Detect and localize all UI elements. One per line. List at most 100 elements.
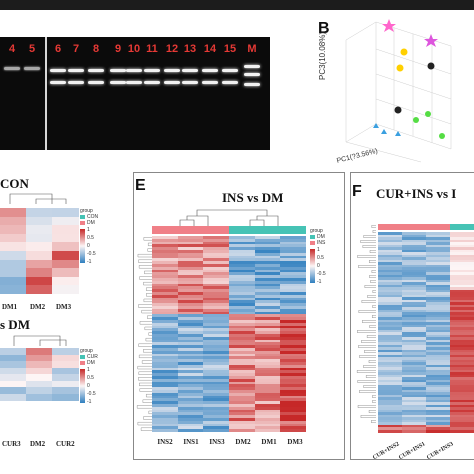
heatmap-c-title: CON (0, 176, 29, 191)
heatmap-cell (402, 267, 427, 270)
heatmap-cell (280, 252, 307, 257)
heatmap-cell (280, 275, 307, 279)
heatmap-cell (280, 320, 307, 324)
gel-band (244, 65, 260, 68)
heatmap-cell (254, 264, 281, 268)
heatmap-cell (26, 367, 53, 375)
heatmap-cell (152, 373, 179, 377)
heatmap-cell (254, 258, 281, 262)
heatmap-cell (203, 356, 230, 360)
heatmap-cell (402, 382, 427, 385)
heatmap-cell (152, 294, 179, 299)
heatmap-cell (152, 283, 179, 287)
heatmap-cell (203, 353, 230, 357)
heatmap-cell (378, 332, 403, 335)
heatmap-cell (378, 299, 403, 303)
heatmap-cell (402, 349, 427, 353)
dendrogram-branch (372, 395, 376, 398)
heatmap-cell (402, 297, 427, 300)
heatmap-cell (177, 247, 204, 251)
gel-lane-label: 7 (72, 43, 80, 55)
dendrogram-branch (143, 282, 152, 286)
heatmap-cell (402, 257, 427, 260)
heatmap-cell (378, 412, 403, 415)
heatmap-cell (229, 356, 256, 360)
heatmap-cell (426, 329, 451, 333)
heatmap-cell (450, 272, 474, 275)
heatmap-e-col-label: INS3 (209, 438, 225, 446)
heatmap-e-legend: group DM INS 1 0.5 0 -0.5 -1 (310, 228, 338, 288)
heatmap-e-col-label: INS1 (183, 438, 199, 446)
heatmap-cell (203, 236, 230, 240)
heatmap-cell (450, 287, 474, 290)
heatmap-cell (450, 394, 474, 398)
heatmap-cell (203, 418, 230, 422)
heatmap-cell (450, 267, 474, 270)
heatmap-cell (177, 322, 204, 327)
heatmap-cell (52, 242, 79, 252)
pca-point (439, 133, 445, 139)
legend-tick-label: 0 (317, 263, 320, 269)
heatmap-cell (378, 317, 403, 320)
heatmap-cell (280, 266, 307, 271)
heatmap-cell (229, 252, 256, 257)
heatmap-cell (254, 381, 281, 385)
legend-tick-label: -1 (317, 279, 322, 285)
heatmap-cell (280, 381, 307, 385)
heatmap-cell (402, 344, 427, 348)
heatmap-cell (177, 401, 204, 405)
heatmap-cell (450, 309, 474, 313)
heatmap-cell (402, 242, 427, 245)
heatmap-cell (426, 277, 451, 280)
heatmap-cell (203, 359, 230, 363)
gel-lane-label: 15 (223, 43, 237, 55)
heatmap-cell (426, 304, 451, 308)
heatmap-cell (177, 364, 204, 369)
heatmap-cell (426, 282, 451, 285)
heatmap-cell (280, 236, 307, 240)
heatmap-e-col-label: INS2 (157, 438, 173, 446)
heatmap-cell (229, 317, 256, 321)
heatmap-cell (280, 406, 307, 411)
heatmap-cell (378, 352, 403, 355)
heatmap-cell (426, 312, 451, 315)
dendrogram-branch (136, 405, 152, 409)
heatmap-cell (402, 304, 427, 308)
heatmap-cell (229, 429, 256, 433)
heatmap-cell (450, 297, 474, 300)
heatmap-cell (426, 319, 451, 323)
heatmap-cell (229, 286, 256, 290)
heatmap-cell (177, 362, 204, 366)
pca-y-axis-label: PC3(10.08%) (318, 31, 327, 80)
heatmap-c-dendrogram (9, 193, 67, 204)
gel-band (68, 69, 84, 72)
heatmap-cell (426, 237, 451, 240)
heatmap-cell (402, 254, 427, 258)
heatmap-cell (450, 342, 474, 345)
heatmap-cell (402, 357, 427, 360)
heatmap-cell (203, 294, 230, 299)
heatmap-cell (378, 392, 403, 395)
dendrogram-branch (138, 259, 152, 263)
heatmap-cell (229, 412, 256, 416)
heatmap-cell (426, 417, 451, 420)
heatmap-e-title: INS vs DM (222, 190, 284, 205)
heatmap-cell (378, 354, 403, 358)
heatmap-cell (426, 399, 451, 403)
heatmap-cell (402, 417, 427, 420)
heatmap-cell (402, 419, 427, 423)
heatmap-cell (402, 367, 427, 370)
heatmap-cell (450, 379, 474, 383)
gel-lane-label: 11 (146, 43, 158, 55)
dendrogram-branch (363, 385, 376, 388)
dendrogram-branch (139, 276, 152, 280)
legend-tick-label: 0.5 (87, 375, 94, 381)
heatmap-cell (402, 409, 427, 413)
heatmap-cell (254, 244, 281, 248)
heatmap-cell (177, 398, 204, 402)
dendrogram-branch (146, 287, 152, 291)
heatmap-cell (52, 251, 79, 261)
heatmap-cell (26, 354, 53, 362)
heatmap-cell (0, 380, 27, 388)
heatmap-cell (254, 426, 281, 430)
